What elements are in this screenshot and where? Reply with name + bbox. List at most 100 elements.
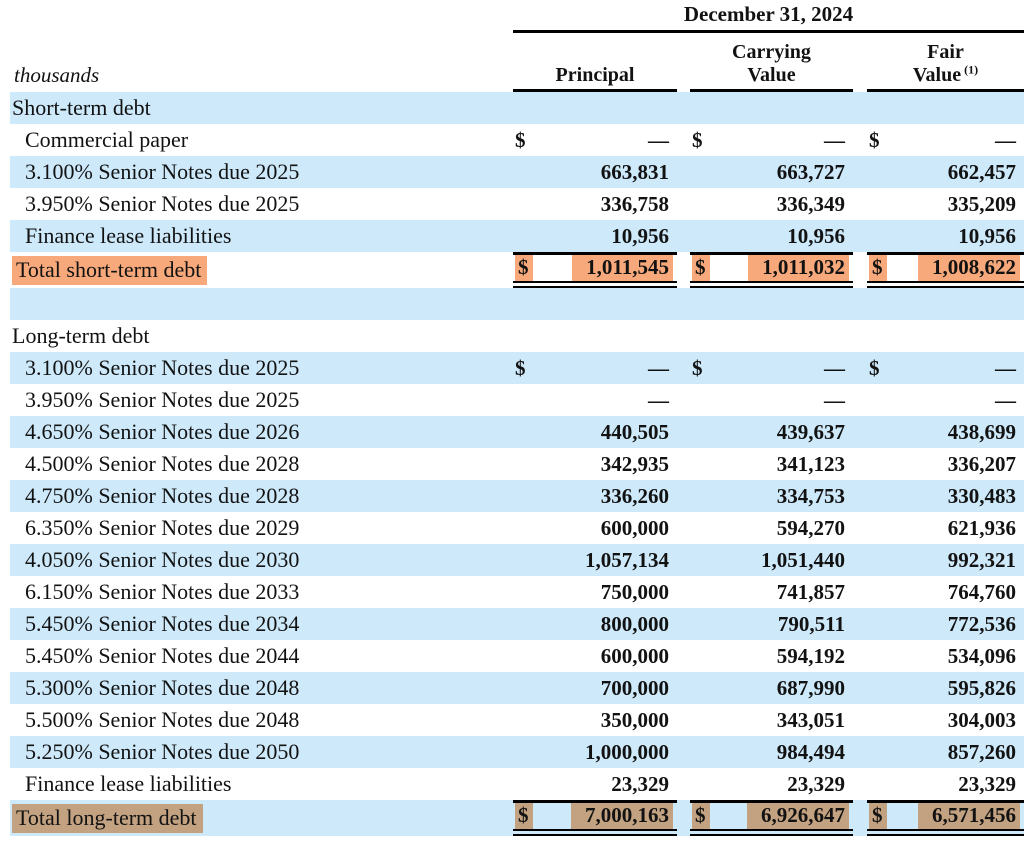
value: 594,270 (776, 515, 845, 540)
value-cell: 1,000,000 (513, 736, 677, 768)
value-cell: 439,637 (690, 416, 853, 448)
column-gap (853, 352, 867, 384)
column-gap (677, 220, 690, 252)
value-cell: $6,926,647 (690, 800, 853, 836)
value: 621,936 (947, 515, 1016, 540)
column-gap (677, 33, 690, 92)
value-cell: $1,011,545 (513, 252, 677, 288)
value: — (648, 387, 669, 412)
value: 304,003 (947, 707, 1016, 732)
value: — (995, 127, 1016, 152)
row-label: 4.500% Senior Notes due 2028 (25, 451, 300, 476)
value-cell: 334,753 (690, 480, 853, 512)
column-gap (853, 252, 867, 288)
value-cell: 687,990 (690, 672, 853, 704)
column-gap (677, 800, 690, 836)
value: 600,000 (600, 643, 669, 668)
row-label-cell: Total short-term debt (10, 255, 513, 285)
footnote-marker: (1) (961, 61, 979, 76)
table-row: 5.300% Senior Notes due 2048 700,000 687,9… (10, 672, 1024, 704)
column-gap (853, 33, 867, 92)
column-gap (853, 672, 867, 704)
row-label: Long-term debt (12, 323, 150, 348)
row-label: 4.750% Senior Notes due 2028 (25, 483, 300, 508)
value: 330,483 (947, 483, 1016, 508)
value-cell: 800,000 (513, 608, 677, 640)
row-label: 5.450% Senior Notes due 2034 (25, 611, 300, 636)
column-gap (853, 448, 867, 480)
row-label-cell: 5.450% Senior Notes due 2034 (10, 613, 513, 635)
table-row: 6.150% Senior Notes due 2033 750,000 741,8… (10, 576, 1024, 608)
value-cell: 304,003 (867, 704, 1024, 736)
row-label-cell: 3.950% Senior Notes due 2025 (10, 193, 513, 215)
value: 1,011,545 (572, 255, 673, 281)
value-cell: 23,329 (867, 768, 1024, 800)
column-gap (853, 800, 867, 836)
row-label: 3.100% Senior Notes due 2025 (25, 159, 300, 184)
row-label: Commercial paper (25, 127, 189, 152)
column-gap (677, 576, 690, 608)
table-row: 4.750% Senior Notes due 2028 336,260 334,7… (10, 480, 1024, 512)
column-gap (677, 252, 690, 288)
value: 687,990 (776, 675, 845, 700)
value: 663,727 (776, 159, 845, 184)
value: — (824, 387, 845, 412)
empty-value-span (513, 92, 1024, 124)
value-cell: 438,699 (867, 416, 1024, 448)
value: 1,000,000 (585, 739, 669, 764)
row-label-cell: Commercial paper (10, 129, 513, 151)
table-row: 5.450% Senior Notes due 2034 800,000 790,5… (10, 608, 1024, 640)
column-gap (677, 124, 690, 156)
row-label-cell: 5.450% Senior Notes due 2044 (10, 645, 513, 667)
date-column-title: December 31, 2024 (513, 0, 1024, 33)
value-cell: 336,207 (867, 448, 1024, 480)
value: 984,494 (776, 739, 845, 764)
column-gap (853, 576, 867, 608)
value: 663,831 (600, 159, 669, 184)
dollar-sign: $ (515, 803, 533, 829)
value: — (824, 355, 845, 380)
column-gap (677, 156, 690, 188)
value: 336,349 (776, 191, 845, 216)
value: 772,536 (947, 611, 1016, 636)
table-row: 5.250% Senior Notes due 2050 1,000,000 984… (10, 736, 1024, 768)
row-label-cell: 3.100% Senior Notes due 2025 (10, 161, 513, 183)
dollar-sign: $ (692, 255, 710, 281)
value: 7,000,163 (571, 803, 673, 829)
value-cell: 662,457 (867, 156, 1024, 188)
row-label: Total short-term debt (12, 255, 208, 285)
value: 10,956 (787, 223, 845, 248)
value: 6,926,647 (747, 803, 849, 829)
column-header-carrying-value: Carrying Value (690, 33, 853, 92)
row-label-cell: 3.950% Senior Notes due 2025 (10, 389, 513, 411)
value: 662,457 (947, 159, 1016, 184)
value: 1,051,440 (761, 547, 845, 572)
total-row: Total short-term debt $1,011,545 $1,011,03… (10, 252, 1024, 288)
value: 800,000 (600, 611, 669, 636)
row-label-cell: 4.500% Senior Notes due 2028 (10, 453, 513, 475)
value-cell: 1,057,134 (513, 544, 677, 576)
row-label: 4.650% Senior Notes due 2026 (25, 419, 300, 444)
column-gap (853, 736, 867, 768)
value-cell: 750,000 (513, 576, 677, 608)
column-gap (853, 124, 867, 156)
value-cell: $ — (867, 352, 1024, 384)
column-gap (677, 448, 690, 480)
column-gap (853, 416, 867, 448)
column-gap (677, 384, 690, 416)
row-label-cell: Long-term debt (10, 325, 513, 347)
total-row: Total long-term debt $7,000,163 $6,926,647… (10, 800, 1024, 836)
table-row: 3.950% Senior Notes due 2025 336,758 336,3… (10, 188, 1024, 220)
row-label-cell: 5.300% Senior Notes due 2048 (10, 677, 513, 699)
row-label-cell: Short-term debt (10, 97, 513, 119)
empty-value-span (513, 320, 1024, 352)
row-label: 5.250% Senior Notes due 2050 (25, 739, 300, 764)
value-cell: 342,935 (513, 448, 677, 480)
value-cell: 336,758 (513, 188, 677, 220)
value-cell: 700,000 (513, 672, 677, 704)
value-cell: 1,051,440 (690, 544, 853, 576)
value-cell: 764,760 (867, 576, 1024, 608)
row-label-cell: 3.100% Senior Notes due 2025 (10, 357, 513, 379)
column-gap (677, 544, 690, 576)
